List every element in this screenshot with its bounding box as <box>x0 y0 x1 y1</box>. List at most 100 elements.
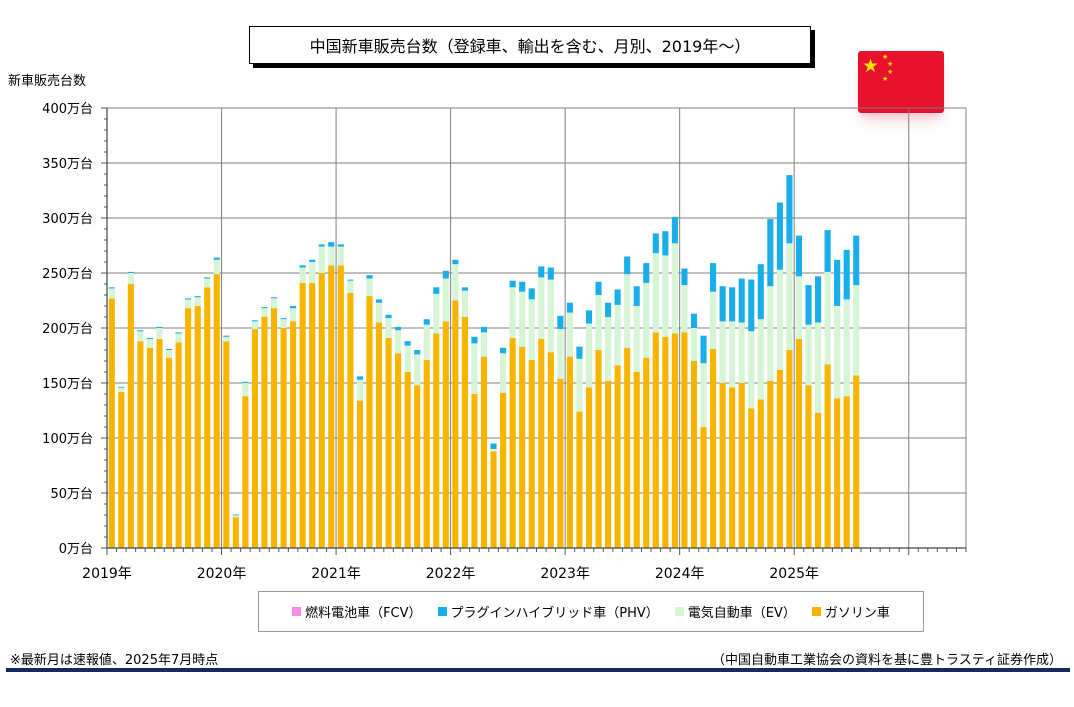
bar-segment <box>118 387 125 392</box>
bar-segment <box>633 372 640 548</box>
bar-segment <box>414 354 421 386</box>
bar-segment <box>547 352 554 548</box>
bar-segment <box>690 361 698 548</box>
legend-swatch-gasoline <box>811 607 821 616</box>
bar-segment <box>528 288 535 300</box>
bar-segment <box>480 356 488 548</box>
bar-segment <box>557 315 564 330</box>
bar-segment <box>795 339 803 548</box>
bar-segment <box>538 277 545 339</box>
bar-segment <box>433 287 440 294</box>
bar-segment <box>490 443 497 449</box>
flag-small-star: ★ <box>887 60 894 68</box>
bar-segment <box>395 326 402 331</box>
bar-segment <box>328 246 335 266</box>
bar-segment <box>318 273 325 548</box>
bar-segment <box>433 333 440 548</box>
bar-segment <box>776 369 783 548</box>
bar-segment <box>385 337 392 548</box>
bar-segment <box>500 347 507 354</box>
bar-segment <box>471 336 478 344</box>
bar-segment <box>290 308 297 322</box>
bar-segment <box>137 331 144 342</box>
bar-segment <box>375 302 383 323</box>
chart-title: 中国新車販売台数（登録車、輸出を含む、月別、2019年～） <box>249 26 811 64</box>
bar-segment <box>452 259 459 265</box>
bar-segment <box>280 319 287 328</box>
bar-segment <box>824 230 831 272</box>
chart-axes: 0万台 50万台 100万台 150万台 200万台 250万台 300万台 350万台 400… <box>42 102 967 582</box>
bar-segment <box>671 333 678 548</box>
bar-segment <box>605 380 612 548</box>
bar-segment <box>824 271 831 365</box>
bar-segment <box>194 306 201 548</box>
bar-segment <box>204 287 211 548</box>
bar-segment <box>137 341 144 548</box>
bar-segment <box>729 287 736 322</box>
bar-segment <box>614 365 621 548</box>
bar-segment <box>156 339 163 548</box>
bar-segment <box>356 376 363 380</box>
bar-segment <box>729 321 736 388</box>
bar-segment <box>261 307 268 309</box>
bar-segment <box>538 266 545 278</box>
bar-segment <box>404 345 411 372</box>
bar-segment <box>270 298 278 309</box>
bar-segment <box>681 268 688 286</box>
bar-segment <box>261 317 268 548</box>
bar-segment <box>662 336 669 548</box>
bar-segment <box>710 263 717 292</box>
bar-segment <box>127 284 134 548</box>
bar-segment <box>509 280 516 288</box>
bar-segment <box>185 298 192 300</box>
bar-segment <box>471 394 478 548</box>
x-year-label: 2020年 <box>197 566 247 582</box>
bar-segment <box>423 324 430 360</box>
bar-segment <box>490 449 497 452</box>
bar-segment <box>519 281 526 292</box>
bar-segment <box>566 356 573 548</box>
bar-segment <box>566 302 573 313</box>
y-tick-label: 200万台 <box>42 322 93 337</box>
footnote-left: ※最新月は速報値、2025年7月時点 <box>10 653 219 668</box>
bar-segment <box>290 306 297 309</box>
bar-segment <box>509 287 516 338</box>
bar-segment <box>681 332 688 548</box>
x-year-label: 2024年 <box>655 566 705 582</box>
bar-segment <box>223 336 230 342</box>
bar-segment <box>137 330 144 332</box>
bar-segment <box>108 287 115 289</box>
bar-segment <box>280 328 287 548</box>
bar-segment <box>395 353 402 548</box>
bar-segment <box>595 295 602 350</box>
bar-segment <box>452 300 459 548</box>
bar-segment <box>385 314 392 319</box>
bar-segment <box>232 514 239 516</box>
bar-segment <box>232 517 239 548</box>
bar-segment <box>127 273 134 284</box>
bar-segment <box>671 243 678 334</box>
y-tick-label: 250万台 <box>42 267 93 282</box>
bar-segment <box>270 308 278 548</box>
bar-segment <box>442 278 449 322</box>
bar-segment <box>108 298 115 548</box>
bar-segment <box>786 243 793 350</box>
bar-segment <box>165 350 173 358</box>
bar-segment <box>605 302 612 317</box>
bar-segment <box>690 328 698 361</box>
bar-segment <box>757 264 764 320</box>
y-axis-label: 新車販売台数 <box>8 74 87 89</box>
legend-label-phv: プラグインハイブリッド車（PHV） <box>450 606 659 621</box>
bar-segment <box>528 299 535 360</box>
bar-segment <box>356 400 363 548</box>
bar-segment <box>299 265 306 268</box>
bar-segment <box>414 350 421 355</box>
bar-segment <box>480 326 488 333</box>
bar-segment <box>385 318 392 338</box>
bar-segment <box>690 313 698 328</box>
bar-segment <box>834 259 841 306</box>
legend-label-fcv: 燃料電池車（FCV） <box>305 606 422 621</box>
bar-segment <box>738 278 745 323</box>
bar-segment <box>538 339 545 548</box>
bar-segment <box>738 322 745 383</box>
